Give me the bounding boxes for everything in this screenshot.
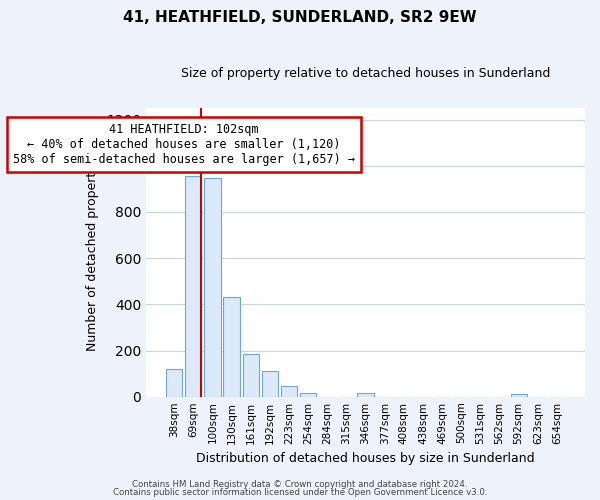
Bar [281,386,297,396]
Bar [262,370,278,396]
Text: Contains HM Land Registry data © Crown copyright and database right 2024.: Contains HM Land Registry data © Crown c… [132,480,468,489]
Bar [300,392,316,396]
Y-axis label: Number of detached properties: Number of detached properties [86,154,99,351]
Bar [511,394,527,396]
Bar [242,354,259,397]
Bar [358,392,374,396]
Title: Size of property relative to detached houses in Sunderland: Size of property relative to detached ho… [181,68,550,80]
Text: 41, HEATHFIELD, SUNDERLAND, SR2 9EW: 41, HEATHFIELD, SUNDERLAND, SR2 9EW [123,10,477,25]
Bar [185,176,202,396]
X-axis label: Distribution of detached houses by size in Sunderland: Distribution of detached houses by size … [196,452,535,465]
Bar [166,369,182,396]
Bar [223,298,240,396]
Bar [205,178,221,396]
Text: Contains public sector information licensed under the Open Government Licence v3: Contains public sector information licen… [113,488,487,497]
Text: 41 HEATHFIELD: 102sqm
← 40% of detached houses are smaller (1,120)
58% of semi-d: 41 HEATHFIELD: 102sqm ← 40% of detached … [13,123,355,166]
